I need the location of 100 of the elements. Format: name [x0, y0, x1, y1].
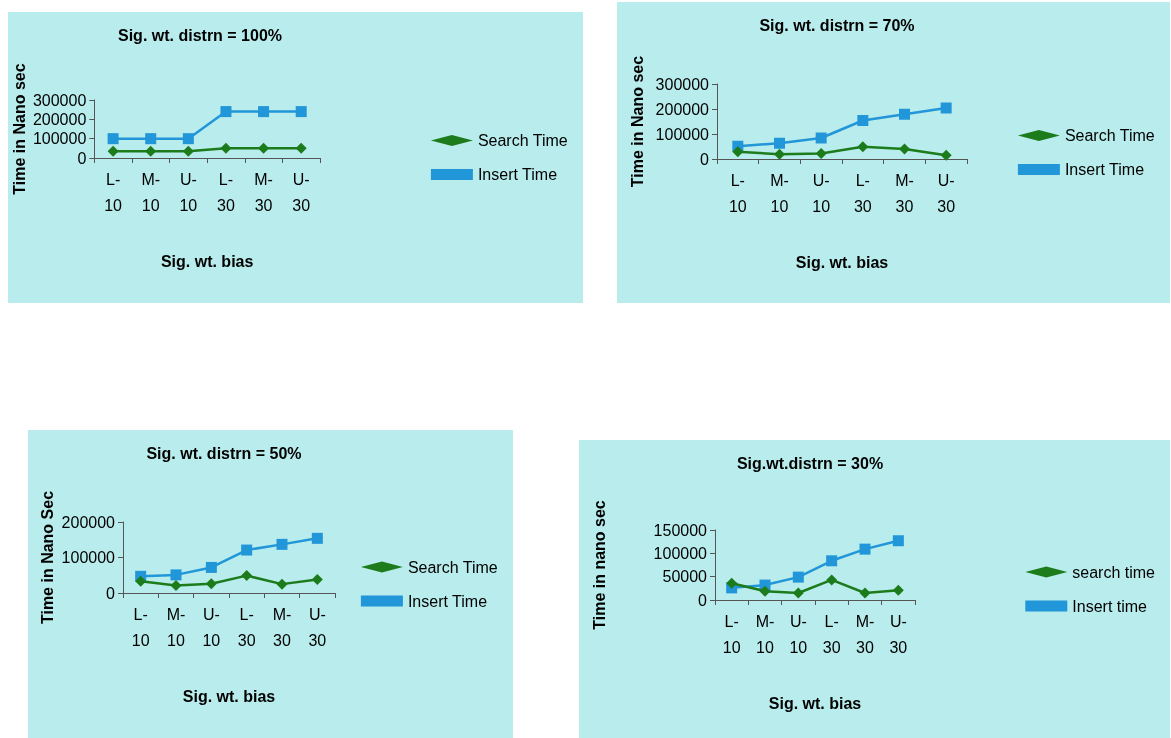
- x-tick-label: M- 10: [755, 612, 775, 656]
- point: [258, 106, 270, 118]
- x-axis-title: Sig. wt. bias: [768, 694, 862, 712]
- y-tick-label: 200000: [655, 100, 710, 118]
- point: [107, 145, 119, 157]
- point: [170, 569, 182, 581]
- point: [276, 578, 288, 590]
- y-tick-label: 100000: [653, 544, 708, 562]
- x-tick-label: U- 30: [292, 170, 311, 214]
- x-tick-label: U- 30: [308, 605, 327, 649]
- legend-label: Insert Time: [477, 166, 558, 183]
- point: [295, 106, 307, 118]
- point: [774, 137, 785, 149]
- point: [135, 575, 147, 587]
- point: [145, 145, 157, 157]
- point: [792, 571, 804, 583]
- point: [205, 578, 217, 590]
- point: [145, 133, 157, 145]
- y-tick-label: 200000: [61, 513, 116, 531]
- x-tick-label: L- 30: [853, 171, 872, 215]
- x-axis-title: Sig. wt. bias: [182, 687, 276, 705]
- point: [258, 142, 270, 154]
- point: [815, 132, 827, 144]
- point: [759, 585, 771, 597]
- y-axis-title: Time in Nano Sec: [39, 490, 57, 625]
- y-tick-label: 100000: [655, 125, 710, 143]
- y-tick-label: 50000: [662, 568, 708, 586]
- x-tick-label: M- 10: [141, 170, 161, 214]
- x-tick-label: L- 10: [131, 605, 150, 649]
- point: [311, 532, 323, 544]
- x-tick-label: L- 30: [822, 612, 841, 656]
- x-tick-label: M- 10: [770, 171, 789, 215]
- chart-title: Sig. wt. distrn = 100%: [117, 26, 283, 44]
- y-tick-label: 0: [106, 584, 116, 602]
- point: [241, 544, 253, 556]
- chart-title: Sig. wt. distrn = 70%: [759, 16, 915, 34]
- y-tick-label: 300000: [655, 75, 710, 93]
- point: [859, 587, 871, 599]
- point: [774, 148, 785, 160]
- x-tick-label: M- 30: [272, 605, 292, 649]
- point: [826, 574, 838, 586]
- y-tick-label: 0: [77, 149, 87, 167]
- point: [276, 538, 288, 550]
- x-tick-label: M- 30: [254, 170, 273, 214]
- x-tick-label: U- 10: [789, 612, 808, 656]
- point: [205, 561, 217, 573]
- x-tick-label: U- 30: [889, 612, 908, 656]
- point: [220, 142, 232, 154]
- legend-label: Insert Time: [407, 592, 488, 610]
- point: [732, 146, 744, 158]
- legend-label: search time: [1072, 563, 1156, 581]
- y-tick-label: 100000: [61, 549, 116, 566]
- point: [241, 570, 253, 582]
- x-tick-label: L- 10: [104, 170, 123, 214]
- chart-title: Sig.wt.distrn = 30%: [736, 454, 884, 472]
- y-axis-title: Time in Nano sec: [10, 63, 28, 195]
- x-axis-title: Sig. wt. bias: [160, 252, 254, 270]
- point: [857, 115, 869, 126]
- point: [899, 108, 910, 120]
- x-tick-label: U- 10: [179, 170, 198, 214]
- x-tick-label: U- 10: [812, 171, 831, 215]
- y-tick-label: 300000: [32, 91, 87, 109]
- point: [170, 580, 182, 592]
- y-axis-title: Time in nano sec: [590, 500, 608, 630]
- legend-label: Search Time: [1064, 127, 1155, 144]
- x-tick-label: L- 30: [237, 605, 256, 649]
- y-tick-label: 150000: [653, 521, 708, 539]
- x-tick-label: M- 30: [895, 171, 914, 215]
- x-tick-label: U- 10: [202, 605, 221, 649]
- point: [182, 145, 194, 157]
- legend-label: Search Time: [477, 132, 568, 149]
- x-tick-label: L- 30: [217, 170, 235, 214]
- x-tick-label: M- 10: [166, 605, 186, 649]
- point: [815, 148, 827, 159]
- point: [892, 584, 904, 596]
- point: [859, 543, 871, 555]
- y-tick-label: 0: [698, 591, 708, 609]
- point: [857, 141, 869, 153]
- point: [899, 143, 910, 155]
- y-tick-label: 200000: [32, 110, 87, 128]
- chart-title: Sig. wt. distrn = 50%: [146, 444, 302, 462]
- x-tick-label: L- 10: [728, 171, 747, 215]
- legend-label: Search Time: [407, 558, 498, 576]
- x-tick-label: M- 30: [855, 612, 875, 656]
- point: [940, 102, 952, 114]
- point: [726, 577, 738, 589]
- point: [295, 142, 307, 154]
- point: [892, 535, 904, 547]
- y-tick-label: 100000: [32, 130, 87, 148]
- point: [107, 133, 119, 145]
- point: [182, 133, 194, 145]
- x-tick-label: U- 30: [937, 171, 956, 215]
- point: [311, 574, 323, 586]
- y-axis-title: Time in Nano sec: [628, 55, 646, 188]
- point: [220, 106, 232, 118]
- x-tick-label: L- 10: [722, 612, 741, 656]
- point: [940, 149, 952, 161]
- x-axis-title: Sig. wt. bias: [795, 253, 889, 271]
- y-tick-label: 0: [700, 150, 710, 168]
- point: [826, 555, 838, 567]
